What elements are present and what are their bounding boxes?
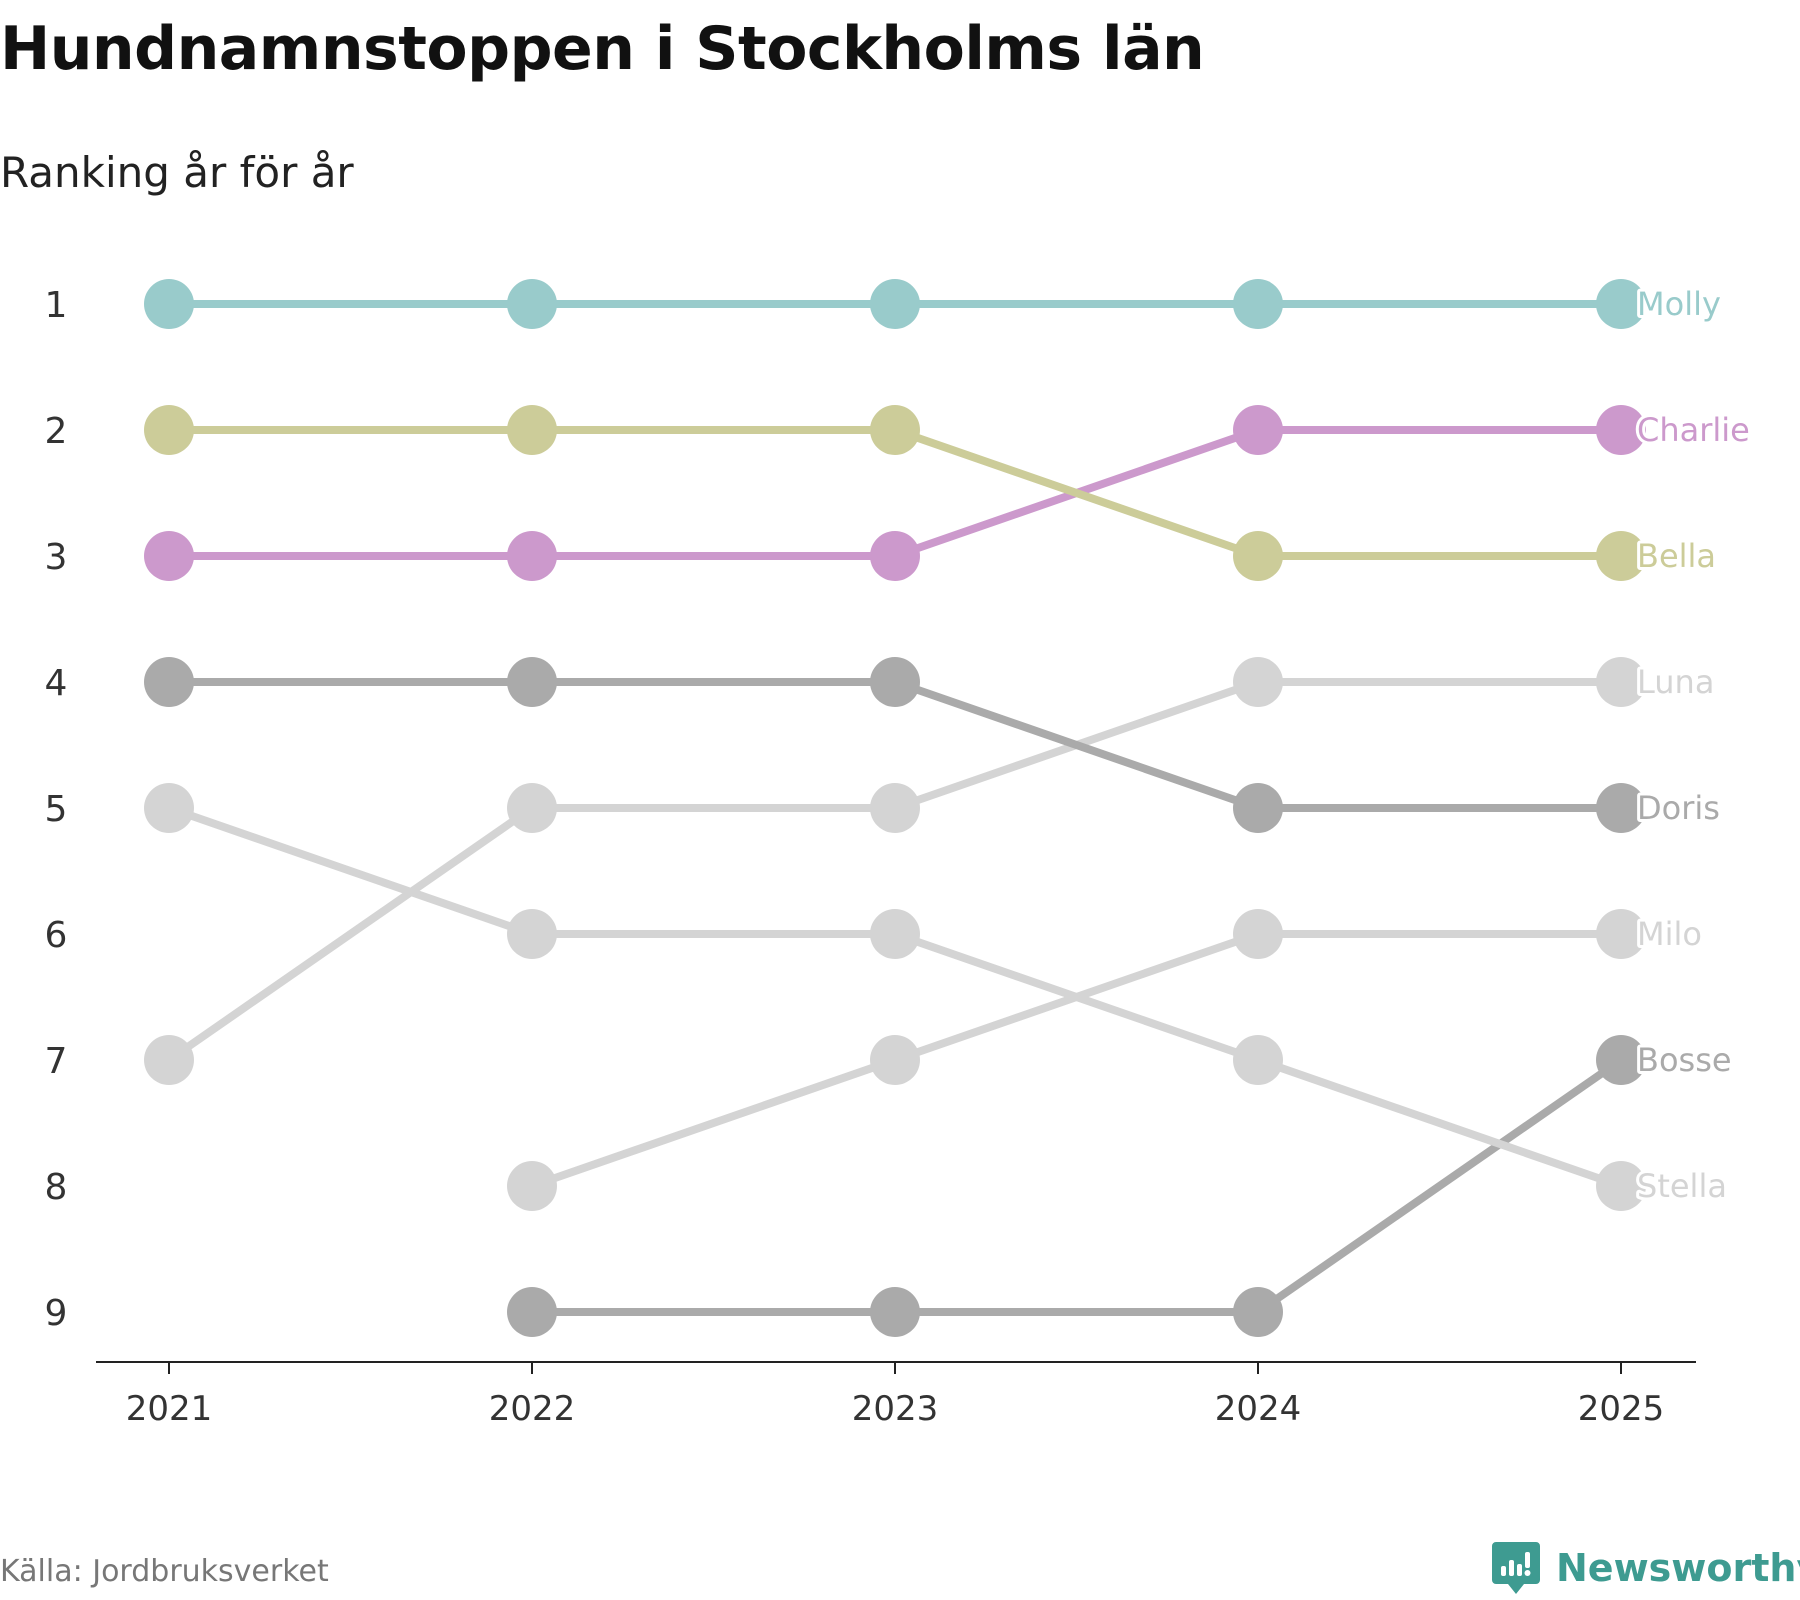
y-tick-label-1: 1 — [45, 285, 68, 326]
point-charlie-2021 — [144, 531, 194, 581]
series-label-milo: Milo — [1637, 915, 1702, 953]
x-axis: 2021 2022 2023 2024 2025 — [96, 1361, 1696, 1429]
point-charlie-2023 — [870, 531, 920, 581]
x-tick-label-2025: 2025 — [1578, 1389, 1665, 1429]
series-line-luna — [165, 678, 1625, 1064]
point-bella-2025 — [1596, 531, 1646, 581]
point-bella-2021 — [144, 405, 194, 455]
point-luna-2025 — [1596, 657, 1646, 707]
x-tick-label-2021: 2021 — [126, 1389, 213, 1429]
y-tick-label-8: 8 — [45, 1167, 68, 1208]
y-tick-label-6: 6 — [45, 915, 68, 956]
point-bella-2024 — [1233, 531, 1283, 581]
y-tick-label-7: 7 — [45, 1041, 68, 1082]
point-bosse-2022 — [507, 1287, 557, 1337]
chart-title: Hundnamnstoppen i Stockholms län — [0, 14, 1205, 84]
y-tick-label-2: 2 — [45, 411, 68, 452]
point-doris-2025 — [1596, 783, 1646, 833]
x-tick-label-2023: 2023 — [852, 1389, 939, 1429]
chart-subtitle: Ranking år för år — [0, 148, 354, 197]
brand-name: Newsworthy — [1556, 1546, 1800, 1590]
series-bella: Bella — [144, 405, 1719, 581]
point-milo-2024 — [1233, 909, 1283, 959]
point-luna-2023 — [870, 783, 920, 833]
series-charlie: Charlie — [144, 405, 1753, 581]
point-doris-2022 — [507, 657, 557, 707]
series-milo: Milo — [507, 909, 1705, 1211]
point-molly-2025 — [1596, 279, 1646, 329]
point-stella-2025 — [1596, 1161, 1646, 1211]
series-bosse: Bosse — [507, 1035, 1735, 1337]
y-tick-label-3: 3 — [45, 537, 68, 578]
series-label-charlie: Charlie — [1637, 411, 1750, 449]
series-label-doris: Doris — [1637, 789, 1720, 827]
series-doris: Doris — [144, 657, 1723, 833]
x-tick-label-2022: 2022 — [489, 1389, 576, 1429]
source-note: Källa: Jordbruksverket — [0, 1554, 329, 1589]
point-luna-2022 — [507, 783, 557, 833]
point-stella-2024 — [1233, 1035, 1283, 1085]
point-stella-2022 — [507, 909, 557, 959]
series-label-bosse: Bosse — [1637, 1041, 1732, 1079]
y-tick-label-5: 5 — [45, 789, 68, 830]
point-charlie-2024 — [1233, 405, 1283, 455]
point-molly-2022 — [507, 279, 557, 329]
point-charlie-2022 — [507, 531, 557, 581]
point-bosse-2023 — [870, 1287, 920, 1337]
x-tick-label-2024: 2024 — [1215, 1389, 1302, 1429]
point-doris-2024 — [1233, 783, 1283, 833]
series-label-luna: Luna — [1637, 663, 1714, 701]
series-line-stella — [165, 804, 1625, 1190]
series-luna: Luna — [144, 657, 1717, 1085]
point-stella-2023 — [870, 909, 920, 959]
point-molly-2021 — [144, 279, 194, 329]
series-stella: Stella — [144, 783, 1730, 1211]
series-line-bosse — [528, 1056, 1625, 1316]
series-label-molly: Molly — [1637, 285, 1721, 323]
newsworthy-logo-icon — [1492, 1542, 1540, 1594]
point-molly-2023 — [870, 279, 920, 329]
brand-logo[interactable]: Newsworthy — [1492, 1540, 1800, 1596]
point-doris-2023 — [870, 657, 920, 707]
point-milo-2022 — [507, 1161, 557, 1211]
point-bella-2023 — [870, 405, 920, 455]
series-label-bella: Bella — [1637, 537, 1716, 575]
point-charlie-2025 — [1596, 405, 1646, 455]
series-layer: Molly Charlie Bella Luna Doris Milo Bosse Stell… — [144, 279, 1753, 1337]
point-milo-2023 — [870, 1035, 920, 1085]
series-label-stella: Stella — [1637, 1167, 1727, 1205]
y-axis: 1 2 3 4 5 6 7 8 9 — [45, 285, 68, 1334]
point-bosse-2025 — [1596, 1035, 1646, 1085]
point-doris-2021 — [144, 657, 194, 707]
y-tick-label-9: 9 — [45, 1293, 68, 1334]
point-molly-2024 — [1233, 279, 1283, 329]
point-bosse-2024 — [1233, 1287, 1283, 1337]
point-luna-2021 — [144, 1035, 194, 1085]
y-tick-label-4: 4 — [45, 663, 68, 704]
point-stella-2021 — [144, 783, 194, 833]
point-luna-2024 — [1233, 657, 1283, 707]
series-line-milo — [528, 930, 1625, 1190]
point-milo-2025 — [1596, 909, 1646, 959]
series-molly: Molly — [144, 279, 1724, 329]
point-bella-2022 — [507, 405, 557, 455]
